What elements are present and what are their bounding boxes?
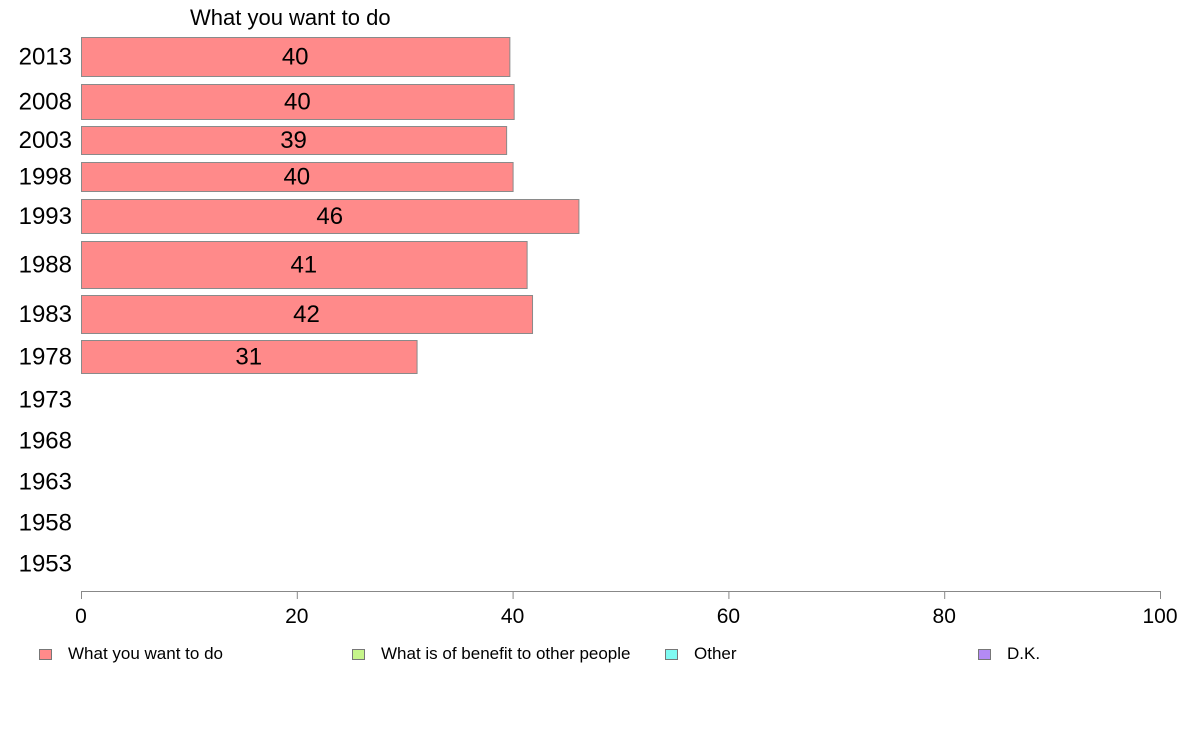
legend-item-benefit-to-others: What is of benefit to other people [352, 644, 631, 664]
y-tick-label: 2003 [19, 127, 72, 154]
data-label: 40 [283, 164, 310, 191]
x-tick-label: 80 [933, 605, 956, 628]
bar [81, 241, 528, 289]
y-tick-label: 1993 [19, 203, 72, 230]
y-tick-label: 1953 [19, 551, 72, 578]
legend-label: What you want to do [68, 644, 223, 663]
x-tick-label: 0 [75, 605, 87, 628]
bar [81, 162, 514, 192]
x-tick-label: 20 [285, 605, 308, 628]
legend-item-other: Other [665, 644, 737, 664]
bar [81, 295, 534, 334]
legend-swatch [978, 648, 991, 660]
bar-chart: 2013 40 2008 40 2003 39 1998 40 1993 46 1988 41 1983… [19, 37, 1178, 628]
data-label: 31 [235, 344, 262, 371]
y-tick-label: 2008 [19, 89, 72, 116]
legend-swatch [665, 648, 678, 660]
x-tick-label: 60 [717, 605, 740, 628]
y-tick-label: 1973 [19, 387, 72, 414]
legend: What you want to do What is of benefit t… [0, 644, 1188, 668]
legend-item-dk: D.K. [978, 644, 1040, 664]
y-tick-label: 1963 [19, 469, 72, 496]
data-label: 46 [316, 203, 343, 230]
data-label: 40 [284, 89, 311, 116]
y-tick-label: 1958 [19, 510, 72, 537]
bar [81, 84, 515, 120]
legend-swatch [352, 648, 365, 660]
data-label: 39 [280, 127, 307, 154]
x-tick-label: 40 [501, 605, 524, 628]
legend-label: Other [694, 644, 737, 663]
y-tick-label: 1983 [19, 301, 72, 328]
bar [81, 37, 511, 77]
legend-swatch [39, 648, 52, 660]
bar [81, 126, 508, 155]
data-label: 40 [282, 44, 309, 71]
data-label: 42 [293, 301, 320, 328]
y-tick-label: 1998 [19, 164, 72, 191]
legend-label: What is of benefit to other people [381, 644, 631, 663]
bar [81, 340, 418, 374]
chart-title: What you want to do [190, 5, 391, 30]
y-tick-label: 2013 [19, 44, 72, 71]
y-tick-label: 1988 [19, 252, 72, 279]
y-tick-label: 1978 [19, 344, 72, 371]
x-tick-label: 100 [1142, 605, 1177, 628]
y-tick-label: 1968 [19, 428, 72, 455]
bar [81, 199, 580, 234]
data-label: 41 [290, 252, 317, 279]
legend-label: D.K. [1007, 644, 1041, 663]
legend-item-what-you-want-to-do: What you want to do [39, 644, 223, 664]
